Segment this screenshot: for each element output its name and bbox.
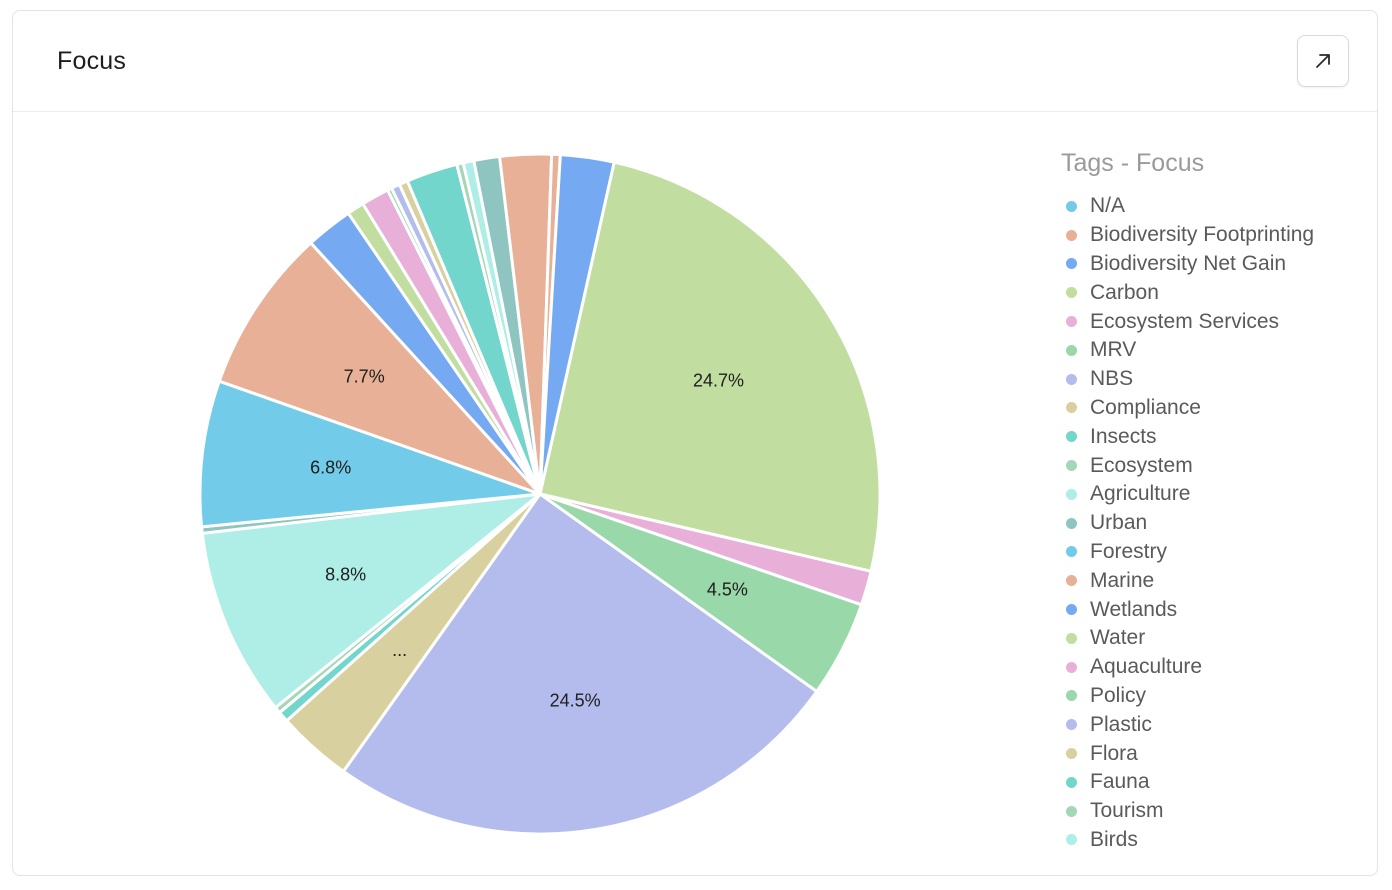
slice-label: 7.7% [344, 366, 385, 386]
legend-item[interactable]: Biodiversity Footprinting [1061, 221, 1371, 250]
legend-label: Ecosystem [1090, 453, 1193, 477]
legend-item[interactable]: Ecosystem [1061, 451, 1371, 480]
legend-label: Marine [1090, 568, 1155, 592]
legend-label: Fauna [1090, 770, 1150, 794]
pie-chart: 24.7% 4.5% 24.5%... 8.8% 6.8% 7.7% [198, 152, 882, 836]
legend-dot-icon [1066, 488, 1077, 500]
legend-dot-icon [1066, 344, 1077, 356]
pie-slice-wetlands[interactable] [538, 153, 616, 496]
legend-item[interactable]: Carbon [1061, 278, 1371, 307]
legend-label: Carbon [1090, 280, 1159, 304]
legend-label: N/A [1090, 194, 1126, 218]
legend-label: Agriculture [1090, 482, 1191, 506]
slice-label: 4.5% [707, 579, 748, 599]
legend-label: Aquaculture [1090, 655, 1203, 679]
legend-dot-icon [1066, 229, 1077, 241]
legend-label: Plastic [1090, 712, 1152, 736]
pie-slice-biodiversity-footprinting[interactable] [217, 241, 542, 496]
legend-dot-icon [1066, 517, 1077, 529]
legend-dot-icon [1066, 200, 1077, 212]
pie-slice-nbs[interactable] [341, 492, 819, 836]
legend-dot-icon [1066, 661, 1077, 673]
legend-dot-icon [1066, 402, 1077, 414]
legend-label: Policy [1090, 683, 1147, 707]
legend-label: MRV [1090, 338, 1137, 362]
legend-label: Compliance [1090, 395, 1201, 419]
legend-label: Biodiversity Net Gain [1090, 251, 1287, 275]
legend-dot-icon [1066, 690, 1077, 702]
legend-label: Biodiversity Footprinting [1090, 223, 1315, 247]
legend-dot-icon [1066, 546, 1077, 558]
arrow-up-right-icon [1316, 54, 1330, 68]
legend-item[interactable]: Compliance [1061, 394, 1371, 423]
legend-dot-icon [1066, 373, 1077, 385]
expand-button[interactable] [1297, 35, 1349, 87]
legend-label: Ecosystem Services [1090, 309, 1280, 333]
legend-item[interactable]: Wetlands [1061, 595, 1371, 624]
legend-dot-icon [1066, 258, 1077, 270]
slice-label: 8.8% [325, 564, 366, 584]
pie-slice-carbon[interactable] [538, 160, 882, 573]
legend-dot-icon [1066, 316, 1077, 328]
legend-item[interactable]: Fauna [1061, 768, 1371, 797]
legend-dot-icon [1066, 805, 1077, 817]
slice-label: 6.8% [310, 457, 351, 477]
legend-title: Tags - Focus [1061, 149, 1205, 177]
legend-item[interactable]: Policy [1061, 682, 1371, 711]
legend-item[interactable]: N/A [1061, 192, 1371, 221]
legend-dot-icon [1066, 460, 1077, 472]
legend-dot-icon [1066, 776, 1077, 788]
legend-item[interactable]: Flora [1061, 739, 1371, 768]
legend-label: Wetlands [1090, 597, 1178, 621]
slice-label: 24.5% [550, 691, 601, 711]
pie-slices [198, 152, 882, 836]
legend-dot-icon [1066, 287, 1077, 299]
pie-slice-n-a[interactable] [198, 379, 542, 529]
legend-item[interactable]: NBS [1061, 365, 1371, 394]
card-title: Focus [57, 47, 127, 75]
legend-item[interactable]: Tourism [1061, 797, 1371, 826]
legend-label: Forestry [1090, 539, 1168, 563]
pie-labels: 24.7% 4.5% 24.5%... 8.8% 6.8% 7.7% [310, 366, 748, 710]
chart-legend: Tags - Focus N/A Biodiversity Footprintin… [1061, 149, 1371, 854]
legend-item[interactable]: Marine [1061, 566, 1371, 595]
legend-label: Birds [1090, 827, 1138, 851]
legend-label: NBS [1090, 367, 1134, 391]
legend-item[interactable]: Forestry [1061, 538, 1371, 567]
legend-dot-icon [1066, 431, 1077, 443]
legend-label: Water [1090, 626, 1146, 650]
slice-label: ... [392, 640, 407, 660]
legend-item[interactable]: Urban [1061, 509, 1371, 538]
legend-label: Urban [1090, 511, 1148, 535]
legend-item[interactable]: Birds [1061, 826, 1371, 855]
legend-item[interactable]: Ecosystem Services [1061, 307, 1371, 336]
legend-dot-icon [1066, 632, 1077, 644]
legend-item[interactable]: Aquaculture [1061, 653, 1371, 682]
legend-item[interactable]: Agriculture [1061, 480, 1371, 509]
legend-label: Flora [1090, 741, 1138, 765]
pie-slice-agriculture[interactable] [200, 492, 542, 710]
legend-item[interactable]: Water [1061, 624, 1371, 653]
legend-item[interactable]: Plastic [1061, 710, 1371, 739]
card-header: Focus [13, 11, 1377, 112]
legend-dot-icon [1066, 834, 1077, 846]
legend-item[interactable]: Biodiversity Net Gain [1061, 250, 1371, 279]
legend-item[interactable]: Insects [1061, 422, 1371, 451]
focus-chart-card: Focus 24.7% 4.5% 24.5%... 8.8% 6.8% 7.7% Tags… [12, 10, 1378, 876]
legend-label: Tourism [1090, 799, 1164, 823]
legend-dot-icon [1066, 719, 1077, 731]
legend-list: N/A Biodiversity Footprinting Biodiversity… [1061, 192, 1371, 854]
legend-dot-icon [1066, 604, 1077, 616]
legend-dot-icon [1066, 748, 1077, 760]
legend-item[interactable]: MRV [1061, 336, 1371, 365]
slice-label: 24.7% [693, 371, 744, 391]
legend-label: Insects [1090, 424, 1157, 448]
legend-dot-icon [1066, 575, 1077, 587]
